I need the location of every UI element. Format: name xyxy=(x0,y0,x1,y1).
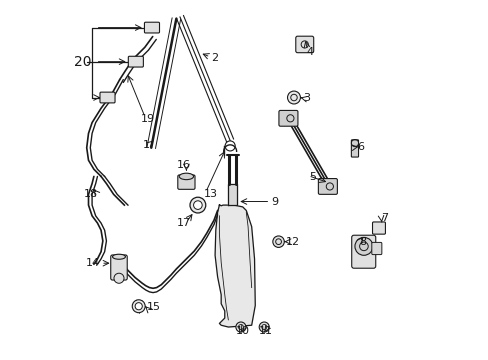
Text: 12: 12 xyxy=(285,237,299,247)
Polygon shape xyxy=(228,184,237,205)
Text: 9: 9 xyxy=(271,197,278,207)
Text: 7: 7 xyxy=(381,213,388,223)
Text: 15: 15 xyxy=(147,302,161,312)
FancyBboxPatch shape xyxy=(178,175,195,189)
Text: 20: 20 xyxy=(74,55,91,69)
Text: 10: 10 xyxy=(235,326,249,336)
FancyBboxPatch shape xyxy=(351,235,375,268)
Circle shape xyxy=(354,237,372,255)
Circle shape xyxy=(132,300,145,313)
Circle shape xyxy=(114,273,124,283)
Ellipse shape xyxy=(179,173,193,180)
Text: 5: 5 xyxy=(308,172,315,182)
Text: 4: 4 xyxy=(305,46,313,57)
Text: 18: 18 xyxy=(83,189,97,199)
FancyBboxPatch shape xyxy=(128,56,143,67)
FancyBboxPatch shape xyxy=(144,22,159,33)
Circle shape xyxy=(287,91,300,104)
Circle shape xyxy=(259,322,269,332)
FancyBboxPatch shape xyxy=(351,140,358,157)
Circle shape xyxy=(193,201,202,210)
FancyBboxPatch shape xyxy=(371,242,381,255)
FancyBboxPatch shape xyxy=(318,179,337,194)
FancyBboxPatch shape xyxy=(278,111,297,126)
Circle shape xyxy=(235,322,245,332)
FancyBboxPatch shape xyxy=(110,255,127,280)
Text: 14: 14 xyxy=(86,258,100,268)
Text: 6: 6 xyxy=(356,142,364,152)
Circle shape xyxy=(190,197,205,213)
Text: 16: 16 xyxy=(177,160,191,170)
Text: 11: 11 xyxy=(259,326,272,336)
Text: 13: 13 xyxy=(203,189,217,199)
Text: 1: 1 xyxy=(142,140,149,150)
Text: 17: 17 xyxy=(177,218,191,228)
Circle shape xyxy=(135,303,142,310)
FancyBboxPatch shape xyxy=(100,92,115,103)
Text: 8: 8 xyxy=(359,237,366,247)
Ellipse shape xyxy=(112,254,125,259)
Text: 2: 2 xyxy=(211,53,218,63)
Polygon shape xyxy=(215,205,255,327)
FancyBboxPatch shape xyxy=(372,222,385,234)
Circle shape xyxy=(272,236,284,247)
Text: 3: 3 xyxy=(303,93,309,103)
Text: 19: 19 xyxy=(141,114,154,124)
FancyBboxPatch shape xyxy=(295,36,313,53)
